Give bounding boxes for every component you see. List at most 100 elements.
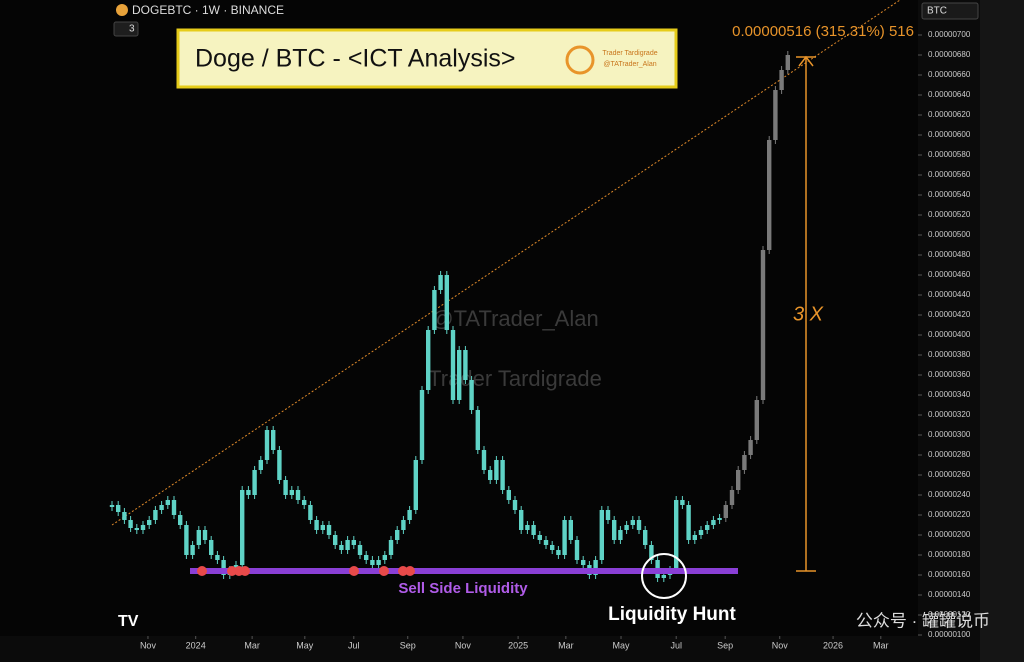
candle — [320, 525, 325, 530]
candle — [345, 540, 350, 550]
candle — [215, 555, 220, 560]
candle — [785, 55, 790, 70]
y-tick-label: 0.00000220 — [928, 510, 971, 519]
candle — [754, 400, 759, 440]
candle — [711, 520, 716, 525]
candle — [494, 460, 499, 480]
candle — [729, 490, 735, 505]
candle — [370, 560, 375, 565]
candle — [488, 470, 493, 480]
y-tick-label: 0.00000500 — [928, 230, 971, 239]
candle — [537, 535, 542, 540]
hunt-circle — [641, 553, 687, 599]
candle — [190, 545, 195, 555]
candle — [178, 515, 183, 525]
x-tick-label: May — [296, 640, 314, 650]
candle — [562, 520, 567, 555]
trend-line — [111, 0, 901, 526]
candle — [767, 140, 772, 250]
candle — [581, 560, 586, 565]
candle — [742, 455, 747, 470]
candle — [605, 510, 611, 520]
x-tick-label: 2024 — [186, 640, 206, 650]
indicator-count: 3 — [129, 24, 135, 35]
candle — [184, 525, 189, 555]
candle — [128, 520, 133, 528]
x-tick-label: Mar — [873, 640, 889, 650]
candle — [407, 510, 412, 520]
candle — [283, 480, 288, 495]
candle — [624, 525, 629, 530]
multiplier-label: 3 X — [793, 303, 824, 325]
annotation: Sell Side Liquidity — [398, 580, 528, 597]
x-tick-label: 2026 — [823, 640, 843, 650]
candle — [209, 540, 214, 555]
candle — [258, 460, 263, 470]
y-tick-label: 0.00000340 — [928, 390, 971, 399]
candle — [419, 390, 425, 460]
y-tick-label: 0.00000460 — [928, 270, 971, 279]
candle — [308, 505, 313, 520]
candle — [438, 275, 443, 290]
candle — [339, 545, 344, 550]
x-tick-label: Jul — [348, 640, 360, 650]
watermark: @TATrader_Alan — [431, 306, 598, 331]
candle — [264, 430, 270, 460]
currency-select[interactable] — [921, 2, 979, 20]
candle — [333, 535, 338, 545]
candle — [202, 530, 208, 540]
y-tick-label: 0.00000660 — [928, 70, 971, 79]
candle — [395, 530, 400, 540]
candle — [618, 530, 623, 540]
candle — [612, 520, 617, 540]
y-tick-label: 0.00000180 — [928, 550, 971, 559]
y-tick-label: 0.00000680 — [928, 50, 971, 59]
candle — [661, 575, 666, 578]
candle — [116, 505, 121, 512]
candle — [246, 490, 251, 495]
candle — [364, 555, 369, 560]
candle — [271, 430, 276, 450]
candle — [401, 520, 406, 530]
candle — [531, 525, 536, 535]
candle — [649, 545, 654, 560]
candle — [109, 505, 115, 507]
candle — [674, 500, 679, 570]
candle — [376, 560, 381, 565]
liquidity-line — [190, 568, 738, 574]
candle — [636, 520, 642, 530]
candle — [295, 490, 301, 500]
y-tick-label: 0.00000160 — [928, 570, 971, 579]
currency: BTC — [927, 6, 947, 17]
candle — [481, 450, 487, 470]
candle — [302, 500, 307, 505]
candle — [643, 530, 648, 545]
annotation: Liquidity Hunt — [608, 604, 736, 625]
x-tick-label: Mar — [558, 640, 574, 650]
indicator-badge[interactable] — [113, 21, 139, 37]
candle — [519, 510, 524, 530]
candle — [196, 530, 201, 545]
y-tick-label: 0.00000620 — [928, 110, 971, 119]
candle — [723, 505, 728, 518]
liquidity-dots — [197, 566, 415, 576]
y-tick-label: 0.00000120 — [928, 610, 971, 619]
y-tick-label: 0.00000360 — [928, 370, 971, 379]
symbol: DOGEBTC · 1W · BINANCE — [132, 3, 284, 17]
candle — [773, 90, 778, 140]
x-tick-label: Jul — [670, 640, 682, 650]
x-tick-label: Mar — [244, 640, 260, 650]
candle — [134, 528, 139, 530]
y-tick-label: 0.00000420 — [928, 310, 971, 319]
logo — [565, 45, 595, 75]
price-axis-panel — [918, 0, 980, 636]
candle — [630, 520, 635, 525]
x-tick-label: May — [613, 640, 631, 650]
chart-title: Doge / BTC - <ICT Analysis> — [195, 45, 516, 73]
candle — [426, 330, 431, 390]
candle — [760, 250, 766, 400]
logo-text: Trader Tardigrade — [602, 50, 657, 57]
target-label: 0.00000516 (315.31%) 516 — [732, 23, 914, 40]
